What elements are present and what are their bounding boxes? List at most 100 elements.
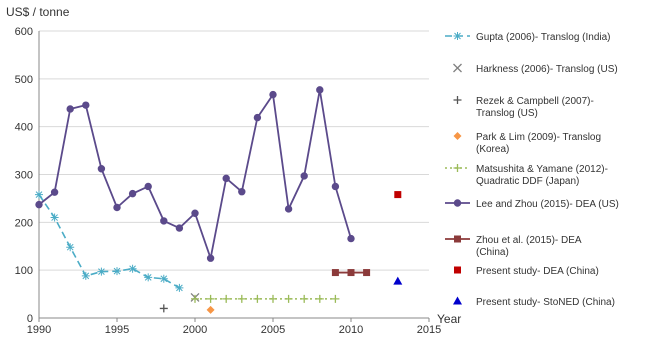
data-point	[191, 294, 199, 303]
legend-item-2: Rezek & Campbell (2007)-Translog (US)	[453, 96, 594, 119]
x-tick-label: 2010	[339, 324, 363, 336]
data-point	[113, 203, 121, 212]
legend-marker	[453, 32, 462, 40]
data-point	[269, 294, 277, 303]
data-point	[237, 294, 246, 303]
y-tick-label: 600	[15, 26, 33, 38]
series-group	[35, 86, 403, 314]
legend-marker	[454, 235, 461, 243]
data-point	[347, 269, 355, 277]
legend-marker	[453, 132, 462, 140]
data-point	[175, 283, 184, 292]
data-point	[347, 234, 355, 243]
x-axis-title: Year	[437, 312, 461, 326]
legend-label: Present study- DEA (China)	[476, 266, 599, 277]
data-point	[331, 269, 339, 277]
legend-marker	[453, 296, 462, 305]
data-point	[269, 90, 277, 99]
legend-item-5: Lee and Zhou (2015)- DEA (US)	[445, 199, 619, 210]
data-point	[315, 294, 324, 303]
data-point	[284, 205, 293, 213]
data-point	[238, 188, 246, 196]
data-point	[50, 213, 59, 222]
data-point	[159, 274, 168, 283]
legend-item-1: Harkness (2006)- Translog (US)	[453, 63, 618, 75]
legend-label: Matsushita & Yamane (2012)-Quadratic DDF…	[476, 164, 608, 187]
x-tick-label: 2000	[183, 324, 207, 336]
data-point	[206, 294, 215, 303]
data-point	[128, 189, 137, 198]
legend-item-6: Zhou et al. (2015)- DEA (China)	[445, 235, 582, 258]
data-point	[113, 267, 121, 276]
data-point	[97, 267, 106, 276]
legend-label: Rezek & Campbell (2007)-Translog (US)	[476, 96, 594, 119]
data-point	[144, 182, 152, 191]
series-5	[35, 86, 355, 262]
data-point	[97, 165, 106, 173]
series-6	[331, 269, 371, 277]
legend-marker	[453, 63, 462, 73]
data-point	[35, 190, 43, 199]
legend-marker	[453, 199, 462, 207]
legend-label: Park & Lim (2009)- Translog (Korea)	[476, 132, 601, 155]
y-tick-label: 0	[27, 313, 33, 325]
data-point	[394, 191, 402, 199]
data-point	[50, 188, 59, 196]
y-tick-label: 500	[15, 74, 33, 86]
data-point	[175, 224, 184, 232]
legend-label: Harkness (2006)- Translog (US)	[476, 64, 618, 75]
data-point	[331, 182, 340, 191]
series-0	[35, 190, 184, 292]
data-point	[191, 209, 199, 217]
legend-label: Gupta (2006)- Translog (India)	[476, 32, 611, 43]
series-8	[393, 276, 403, 285]
series-line	[38, 194, 180, 289]
data-point	[316, 86, 324, 94]
legend-item-4: Matsushita & Yamane (2012)-Quadratic DDF…	[445, 164, 608, 187]
x-tick-label: 2015	[417, 324, 441, 336]
data-point	[144, 273, 153, 282]
data-point	[160, 217, 168, 225]
legend-label: Present study- StoNED (China)	[476, 297, 615, 308]
y-tick-label: 200	[15, 217, 33, 229]
legend-item-7: Present study- DEA (China)	[454, 266, 599, 277]
data-point	[128, 264, 137, 273]
data-point	[331, 294, 340, 303]
data-point	[66, 243, 75, 252]
data-point	[35, 200, 43, 209]
x-tick-label: 1990	[27, 324, 51, 336]
x-tick-label: 1995	[105, 324, 129, 336]
series-3	[206, 305, 215, 314]
series-7	[394, 191, 402, 199]
y-tick-label: 400	[15, 122, 33, 134]
data-point	[66, 105, 74, 113]
y-tick-label: 300	[15, 170, 33, 182]
data-point	[253, 113, 262, 122]
legend-item-8: Present study- StoNED (China)	[453, 296, 615, 308]
data-point	[159, 304, 168, 313]
legend-label: Zhou et al. (2015)- DEA (China)	[476, 235, 582, 258]
data-point	[284, 294, 293, 303]
legend: Gupta (2006)- Translog (India) Harkness (…	[445, 32, 619, 308]
legend-label: Lee and Zhou (2015)- DEA (US)	[476, 199, 619, 210]
data-point	[253, 294, 262, 303]
data-point	[222, 294, 231, 303]
legend-marker	[453, 164, 462, 172]
data-point	[206, 305, 215, 314]
series-2	[159, 304, 168, 313]
data-point	[222, 174, 230, 183]
data-point	[81, 271, 90, 280]
y-axis-title: US$ / tonne	[6, 5, 70, 19]
x-tick-label: 2005	[261, 324, 285, 336]
axes	[38, 31, 430, 322]
series-4	[191, 294, 340, 303]
tick-labels: 0 100 200 300 400 500 600 1990 1995 2000 2005 2010 2…	[15, 26, 442, 336]
legend-item-3: Park & Lim (2009)- Translog (Korea)	[453, 132, 601, 155]
data-point	[393, 276, 403, 285]
data-point	[300, 172, 308, 180]
data-point	[300, 294, 309, 303]
legend-marker	[453, 96, 462, 104]
data-point	[82, 101, 90, 109]
